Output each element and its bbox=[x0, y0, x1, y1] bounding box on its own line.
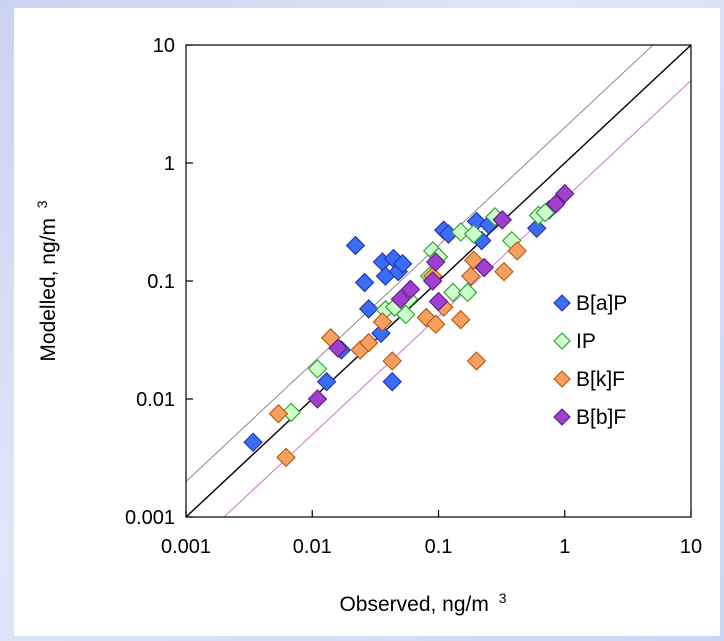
x-axis-title-text: Observed, ng/m bbox=[339, 593, 488, 616]
y-tick-label: 0.01 bbox=[136, 389, 175, 411]
data-point bbox=[390, 289, 411, 310]
y-axis-title-text: Modelled, ng/m bbox=[37, 218, 60, 362]
x-axis-title: Observed, ng/m 3 bbox=[339, 590, 506, 616]
y-axis: 0.001 0.01 0.1 1 10 bbox=[125, 35, 193, 529]
data-point bbox=[463, 224, 484, 244]
legend-label: IP bbox=[576, 330, 596, 353]
reference-line-2 bbox=[223, 79, 691, 517]
data-point bbox=[382, 351, 403, 371]
data-point bbox=[328, 338, 348, 358]
legend-marker bbox=[553, 294, 571, 312]
series-2 bbox=[268, 241, 527, 468]
data-points bbox=[243, 183, 575, 468]
data-point bbox=[422, 271, 443, 291]
y-tick-label: 0.001 bbox=[125, 507, 175, 529]
data-point bbox=[276, 447, 296, 468]
data-point bbox=[425, 314, 446, 335]
data-point bbox=[474, 257, 494, 278]
data-point bbox=[546, 194, 566, 214]
data-point bbox=[392, 253, 413, 274]
data-point bbox=[554, 183, 575, 204]
y-axis-title-superscript: 3 bbox=[34, 200, 50, 208]
data-point bbox=[382, 371, 403, 392]
data-point bbox=[425, 252, 446, 272]
data-point bbox=[443, 282, 463, 303]
y-tick-label: 1 bbox=[164, 153, 175, 175]
data-point bbox=[526, 218, 547, 239]
x-axis: 0.001 0.01 0.1 1 10 bbox=[161, 510, 702, 558]
data-point bbox=[450, 309, 471, 330]
legend-label: B[a]P bbox=[576, 292, 627, 315]
data-point bbox=[268, 403, 289, 424]
legend-marker bbox=[553, 332, 571, 350]
y-axis-title: Modelled, ng/m 3 bbox=[34, 200, 60, 361]
data-point bbox=[281, 402, 301, 423]
data-point bbox=[535, 202, 555, 223]
data-point bbox=[466, 351, 487, 371]
reference-line-1 bbox=[186, 45, 654, 483]
data-point bbox=[307, 389, 328, 409]
data-point bbox=[492, 210, 513, 230]
x-tick-label: 10 bbox=[680, 536, 702, 558]
legend-label: B[k]F bbox=[576, 368, 625, 391]
data-point bbox=[243, 432, 263, 453]
legend: B[a]P IP B[k]F B[b]F bbox=[553, 292, 627, 429]
legend-marker bbox=[553, 370, 571, 388]
x-axis-title-superscript: 3 bbox=[499, 590, 507, 606]
x-tick-label: 0.1 bbox=[425, 536, 453, 558]
data-point bbox=[450, 222, 471, 242]
data-point bbox=[400, 279, 421, 300]
y-tick-label: 10 bbox=[153, 35, 175, 57]
data-point bbox=[345, 235, 366, 256]
data-point bbox=[457, 282, 478, 303]
data-point bbox=[428, 291, 449, 312]
x-tick-label: 1 bbox=[559, 536, 570, 558]
data-point bbox=[358, 332, 379, 353]
data-point bbox=[507, 241, 527, 261]
data-point bbox=[371, 323, 391, 344]
data-point bbox=[307, 359, 328, 379]
data-point bbox=[460, 266, 481, 286]
data-point bbox=[358, 299, 379, 319]
series-3 bbox=[307, 183, 575, 409]
chart-frame: 0.001 0.01 0.1 1 10 0.001 0.01 0.1 1 10 B[a]P IP B… bbox=[14, 8, 720, 636]
y-tick-label: 0.1 bbox=[147, 271, 175, 293]
x-tick-label: 0.01 bbox=[293, 536, 332, 558]
legend-label: B[b]F bbox=[576, 406, 626, 429]
data-point bbox=[316, 371, 337, 392]
data-point bbox=[494, 261, 514, 282]
legend-marker bbox=[553, 408, 571, 426]
data-point bbox=[395, 304, 416, 325]
data-point bbox=[372, 312, 393, 332]
data-point bbox=[354, 272, 375, 293]
x-tick-label: 0.001 bbox=[161, 536, 211, 558]
